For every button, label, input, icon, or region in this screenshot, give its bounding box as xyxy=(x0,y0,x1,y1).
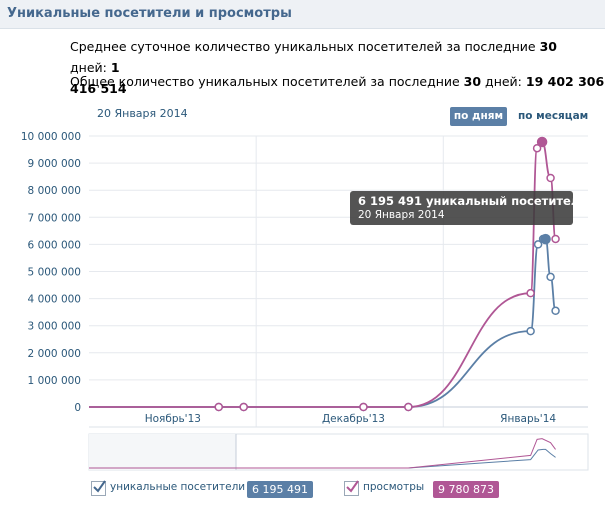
y-tick-label: 9 000 000 xyxy=(28,158,81,170)
views-point xyxy=(214,402,223,412)
views-point xyxy=(546,173,555,183)
widget-title: Уникальные посетители и просмотры xyxy=(7,6,292,21)
avg-daily-visitors-stat: Среднее суточное количество уникальных п… xyxy=(70,36,590,99)
total-stat-value: 19 402 306 xyxy=(525,74,605,89)
by-months-button[interactable]: по месяцам xyxy=(518,110,589,122)
visitors-point xyxy=(540,233,551,245)
y-tick-label: 4 000 000 xyxy=(28,294,81,306)
by-days-button[interactable]: по дням xyxy=(450,107,507,126)
y-tick-label: 0 xyxy=(74,402,81,414)
tooltip-date: 20 Января 2014 xyxy=(358,209,445,221)
visitors-checkbox[interactable] xyxy=(91,480,106,496)
avg-stat-value-2: 416 514 xyxy=(70,81,127,96)
widget-header: Уникальные посетители и просмотры xyxy=(0,0,605,29)
legend-views-label: просмотры xyxy=(363,481,425,493)
views-checkbox[interactable] xyxy=(344,480,359,496)
avg-stat-days: 30 xyxy=(539,39,557,54)
visitors-chart[interactable]: 0 1 000 000 2 000 000 3 000 000 4 000 000 5 0… xyxy=(0,128,605,480)
legend-visitors-label: уникальные посетители xyxy=(110,481,246,493)
views-point xyxy=(359,402,368,412)
total-stat-prefix: Общее количество уникальных посетителей … xyxy=(70,74,464,89)
total-stat-middle: дней: xyxy=(481,74,526,89)
avg-stat-value-1: 1 xyxy=(110,60,120,75)
navigator-views-line xyxy=(89,438,556,469)
tooltip-value: 6 195 491 уникальный посетитель xyxy=(358,194,587,208)
y-tick-label: 2 000 000 xyxy=(28,348,81,360)
views-point xyxy=(404,402,413,412)
y-tick-label: 7 000 000 xyxy=(28,212,81,224)
check-icon xyxy=(346,480,359,493)
avg-stat-prefix: Среднее суточное количество уникальных п… xyxy=(70,39,540,54)
visitors-point xyxy=(546,272,555,282)
views-point xyxy=(526,288,535,298)
total-stat-days: 30 xyxy=(463,74,482,89)
legend-views-value: 9 780 873 xyxy=(433,481,499,498)
y-tick-label: 5 000 000 xyxy=(28,267,81,279)
x-tick-label: Декабрь'13 xyxy=(322,413,385,425)
navigator-unselected xyxy=(89,434,236,470)
visitors-point xyxy=(526,326,535,336)
x-tick-label: Январь'14 xyxy=(500,413,556,425)
chart-tooltip: 6 195 491 уникальный посетитель 20 Январ… xyxy=(350,191,587,225)
total-visitors-stat: Общее количество уникальных посетителей … xyxy=(70,71,604,92)
views-line xyxy=(89,141,557,408)
visitors-point xyxy=(551,306,560,316)
y-tick-label: 3 000 000 xyxy=(28,321,81,333)
visitors-point xyxy=(533,240,543,249)
selected-date: 20 Января 2014 xyxy=(97,107,188,120)
y-tick-label: 10 000 000 xyxy=(21,131,81,143)
check-icon xyxy=(93,480,106,493)
x-tick-label: Ноябрь'13 xyxy=(145,413,201,425)
views-point xyxy=(239,402,248,412)
y-tick-label: 1 000 000 xyxy=(28,375,81,387)
legend-visitors-value: 6 195 491 xyxy=(247,481,313,498)
y-tick-label: 8 000 000 xyxy=(28,185,81,197)
views-point xyxy=(532,143,542,153)
views-point xyxy=(551,234,560,244)
views-point xyxy=(536,136,548,148)
avg-stat-middle: дней: xyxy=(70,60,111,75)
y-tick-label: 6 000 000 xyxy=(28,239,81,251)
